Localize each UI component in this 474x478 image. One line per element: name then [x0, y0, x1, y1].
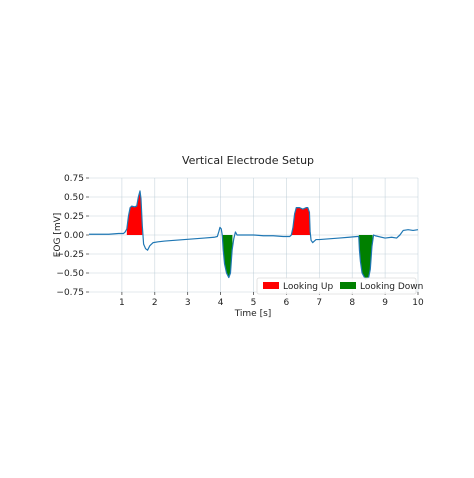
x-tick-label: 3 — [185, 298, 191, 308]
x-tick-label: 2 — [152, 298, 158, 308]
y-tick-label: −0.75 — [56, 288, 84, 298]
y-tick-label: −0.50 — [56, 269, 84, 279]
legend: Looking Up Looking Down — [257, 278, 423, 294]
y-tick-label: 0.50 — [64, 193, 84, 203]
x-tick-label: 7 — [316, 298, 322, 308]
legend-swatch-looking-down — [340, 282, 356, 289]
x-tick-label: 6 — [284, 298, 290, 308]
y-tick-label: 0.75 — [64, 174, 84, 184]
x-tick-label: 1 — [119, 298, 125, 308]
y-axis-label: EOG [mV] — [53, 213, 63, 258]
y-tick-label: 0.00 — [64, 231, 84, 241]
y-tick-label: 0.25 — [64, 212, 84, 222]
legend-label-looking-up: Looking Up — [283, 282, 333, 292]
x-axis-label: Time [s] — [234, 309, 272, 319]
x-tick-label: 10 — [412, 298, 424, 308]
x-tick-label: 5 — [251, 298, 257, 308]
legend-label-looking-down: Looking Down — [360, 282, 423, 292]
x-tick-label: 8 — [349, 298, 355, 308]
x-tick-label: 9 — [382, 298, 388, 308]
chart-title: Vertical Electrode Setup — [182, 154, 314, 167]
legend-swatch-looking-up — [263, 282, 279, 289]
x-tick-label: 4 — [218, 298, 224, 308]
